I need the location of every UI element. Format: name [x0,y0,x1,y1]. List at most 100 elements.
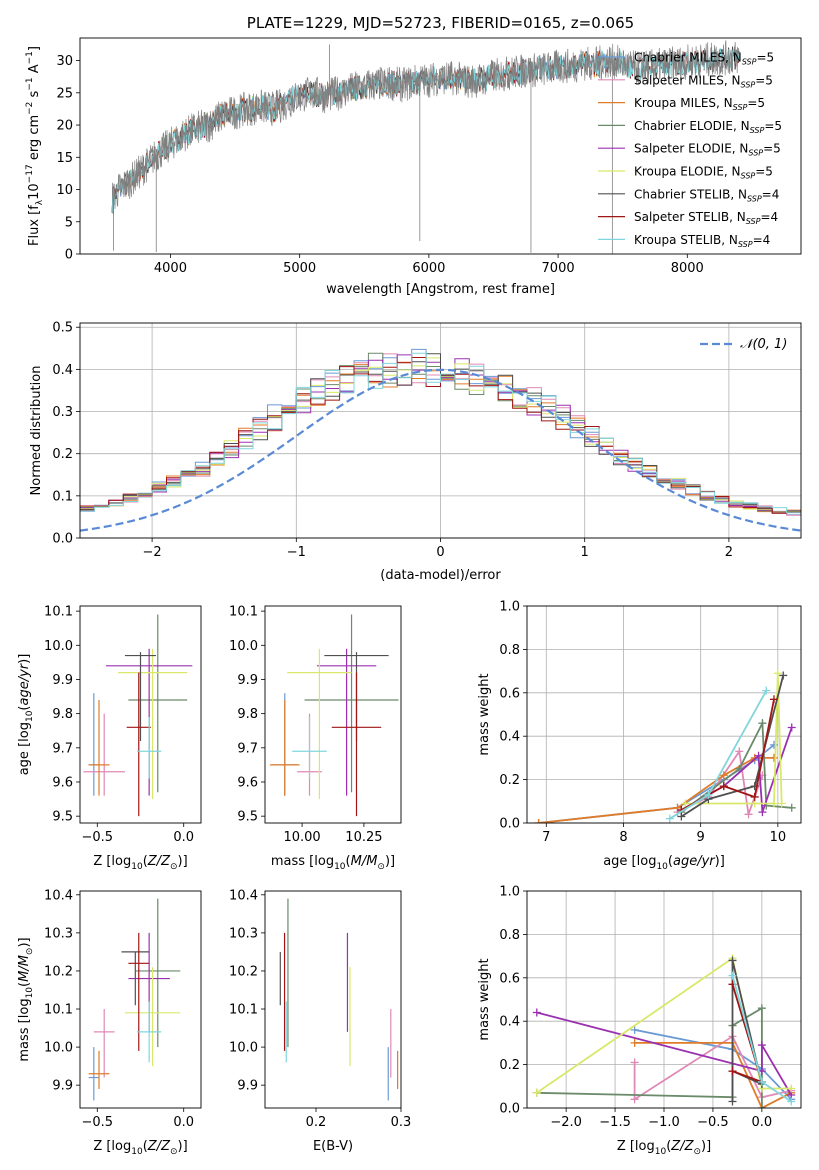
label-part: ⊙ [377,862,385,872]
x-tick-label: 2 [725,545,733,560]
x-axis-label: Z [log10(Z/Z⊙)] [93,1139,187,1157]
y-tick-label: 10 [56,183,73,198]
x-tick-label: 8000 [671,261,704,276]
weight-point-salpeter_stelib [719,782,728,791]
y-axis-label: mass [log10(M/M⊙)] [17,937,35,1061]
plot-area [534,669,796,823]
x-tick-label: −0.5 [81,1115,113,1130]
y-tick-label: 0.1 [52,489,73,504]
legend-label: Salpeter MILES, N [634,73,741,87]
y-tick-label: 0.0 [499,817,520,832]
weight-point-chabrier_miles [630,1025,639,1034]
label-part: 10 [25,710,35,722]
legend-entry-chabrier_miles: Chabrier MILES, NSSP=5 [634,51,774,67]
legend-suffix: =4 [753,233,771,247]
x-tick-label: 10 [770,830,787,845]
x-tick-label: 4000 [154,261,187,276]
weight-point-kroupa_stelib [704,790,713,799]
y-axis-label: mass weight [477,673,492,755]
x-tick-label: 0.0 [173,1115,194,1130]
label-part: M/M [351,854,378,869]
label-part: M/M [17,955,32,982]
label-part: A [27,64,42,77]
label-part: ⊙ [25,948,35,956]
x-tick-label: 9 [697,830,705,845]
legend-label: Chabrier MILES, N [634,51,742,65]
legend-entry-chabrier_elodie: Chabrier ELODIE, NSSP=5 [634,119,782,135]
label-part: 10 [656,862,668,872]
label-part: ( [143,854,148,869]
histogram-kroupa_stelib [80,352,801,516]
y-tick-label: 10.4 [229,888,258,903]
axes-frame [79,322,802,539]
x-tick-label: 10.00 [283,830,320,845]
weight-point-salpeter_elodie [758,808,767,817]
y-tick-label: 0.4 [499,730,520,745]
label-part: 10 [131,1147,143,1157]
label-part: ⊙ [693,1147,701,1157]
legend-entry-kroupa_stelib: Kroupa STELIB, NSSP=4 [634,233,770,249]
x-tick-label: −1.0 [648,1115,680,1130]
x-tick-label: 0.0 [752,1115,773,1130]
label-part: age [log [603,854,656,869]
y-tick-label: 20 [56,119,73,134]
weight-point-salpeter_stelib [750,792,759,801]
label-part: Flux [f [27,205,42,246]
label-part: 10 [131,862,143,872]
plot-area [83,614,193,817]
label-part: erg cm [27,115,42,164]
weight-point-chabrier_stelib [728,956,737,965]
y-tick-label: 0.2 [52,447,73,462]
weight-line-chabrier_stelib [680,675,785,818]
label-part: Z/Z [147,854,171,869]
label-part: age/yr [17,662,32,705]
x-tick-label: −0.5 [81,830,113,845]
y-tick-label: 0.4 [499,1015,520,1030]
x-tick-label: 7 [542,830,550,845]
weight-point-kroupa_elodie [681,799,690,808]
y-tick-label: 10.1 [229,1003,258,1018]
legend-suffix: =5 [756,51,774,65]
weight-point-kroupa_stelib [787,1097,796,1106]
label-part: )] [178,1139,188,1154]
x-tick-label: −1.5 [599,1115,631,1130]
weight-point-kroupa_elodie [532,1088,541,1097]
label-part: ( [668,854,673,869]
label-part: )] [17,654,32,664]
y-tick-label: 9.9 [237,1079,258,1094]
y-tick-label: 9.5 [52,810,73,825]
weight-point-kroupa_stelib [757,1077,766,1086]
legend-suffix: =5 [747,96,765,110]
x-axis-label: (data-model)/error [380,568,501,583]
x-tick-label: −0.5 [697,1115,729,1130]
y-tick-label: 0.6 [499,686,520,701]
legend-label: Kroupa STELIB, N [634,233,738,247]
weight-point-kroupa_miles [769,753,778,762]
label-part: −17 [25,164,35,183]
legend-entry-chabrier_stelib: Chabrier STELIB, NSSP=4 [634,187,779,203]
axes-frame [526,605,802,824]
y-tick-label: 9.6 [237,775,258,790]
label-part: mass [log [17,998,32,1061]
y-tick-label: 0.3 [52,405,73,420]
x-axis-label: Z [log10(Z/Z⊙)] [617,1139,711,1157]
x-tick-label: −2 [143,545,162,560]
y-tick-label: 0 [65,248,73,263]
y-tick-label: 9.7 [237,741,258,756]
label-part: )] [178,854,188,869]
legend-subscript: SSP [750,126,765,135]
y-tick-label: 0.0 [52,532,73,547]
plot-area [279,898,399,1101]
label-part: mass [log [271,854,334,869]
legend-label: Chabrier ELODIE, N [634,119,750,133]
axes-massweight_vs_age: 7 8 9 10 0.0 0.2 0.4 0.6 0.8 1.0 [499,600,802,845]
axes-age_vs_Z: −0.5 0.0 9.5 9.6 9.7 9.8 9.9 10.0 10.1 [44,605,202,845]
label-part: ( [17,706,32,711]
y-tick-label: 0.4 [52,363,73,378]
legend-subscript: SSP [741,80,756,89]
label-part: λ [35,199,45,205]
label-part: −1 [25,51,35,64]
label-part: age [log [17,722,32,775]
x-axis-label: Z [log10(Z/Z⊙)] [93,854,187,872]
